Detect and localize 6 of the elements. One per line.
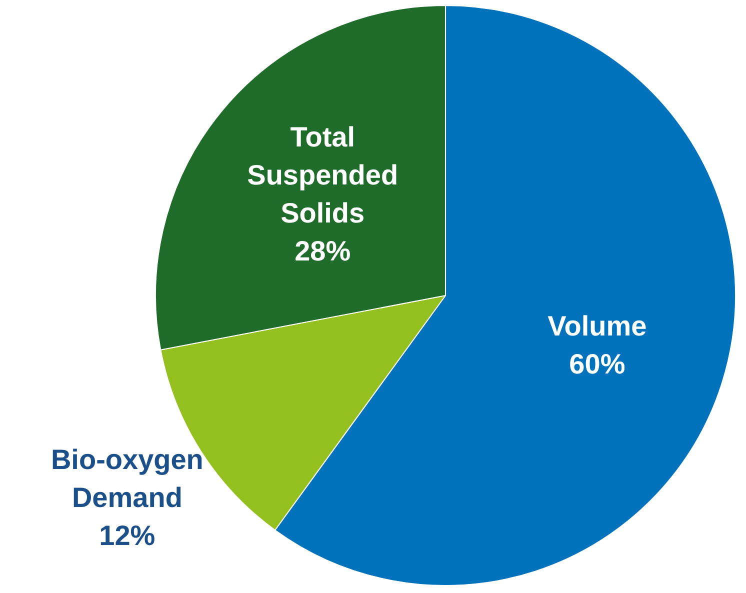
data-label: 60% [569, 348, 626, 380]
slice-label: Total Suspended Solids [247, 121, 398, 228]
slice-label: Bio-oxygen Demand [50, 444, 204, 514]
data-label: 28% [294, 235, 351, 266]
slice-label: Volume [548, 310, 647, 342]
data-label: 12% [99, 520, 156, 552]
